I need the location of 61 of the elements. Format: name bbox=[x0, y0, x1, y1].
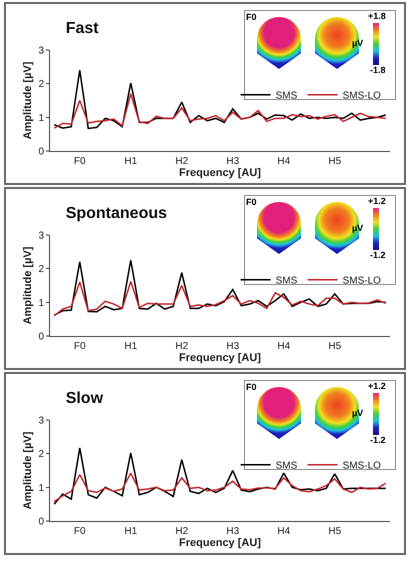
x-tick-label: H3 bbox=[226, 526, 240, 537]
annotation: -1.2 bbox=[370, 435, 386, 445]
y-tick-label: 1 bbox=[38, 298, 44, 309]
y-tick-label: 3 bbox=[38, 230, 44, 242]
y-tick-label: 1 bbox=[38, 112, 44, 124]
x-tick-label: H1 bbox=[124, 526, 138, 537]
x-tick-label: H4 bbox=[277, 526, 291, 537]
x-axis-title: Frequency [AU] bbox=[179, 537, 262, 550]
text: +1.2 bbox=[368, 381, 386, 391]
y-axis-title: Amplitude [µV] bbox=[22, 431, 34, 510]
text: F0 bbox=[246, 12, 257, 22]
y-axis-title: Amplitude [µV] bbox=[22, 61, 34, 140]
legend-label: SMS bbox=[276, 90, 298, 102]
legend-label: SMS bbox=[276, 276, 298, 287]
x-tick-label: H4 bbox=[277, 341, 291, 352]
text: µV bbox=[352, 38, 364, 48]
x-tick-label: H5 bbox=[328, 156, 342, 167]
text: µV bbox=[352, 223, 364, 233]
text: +1.2 bbox=[368, 196, 386, 206]
x-tick-label: H1 bbox=[124, 156, 138, 167]
annotation: -1.2 bbox=[370, 250, 386, 260]
y-tick-label: 3 bbox=[38, 416, 44, 426]
y-tick-label: 2 bbox=[38, 264, 44, 276]
x-axis-title: Frequency [AU] bbox=[179, 352, 262, 364]
y-tick-label: 2 bbox=[38, 79, 44, 90]
x-tick-label: H1 bbox=[124, 341, 138, 352]
x-tick-label: F0 bbox=[74, 526, 86, 537]
text: +1.8 bbox=[368, 11, 386, 21]
x-tick-label: F0 bbox=[74, 341, 86, 352]
chart-title: Fast bbox=[66, 20, 100, 38]
chart-title: Slow bbox=[66, 390, 104, 408]
x-tick-label: H2 bbox=[175, 341, 189, 352]
legend-label: SMS-LO bbox=[342, 90, 382, 102]
x-tick-label: H2 bbox=[175, 526, 189, 537]
y-tick-label: 3 bbox=[38, 46, 44, 56]
text: F0 bbox=[246, 197, 257, 207]
x-tick-label: H4 bbox=[277, 156, 291, 167]
line-series bbox=[54, 260, 386, 316]
legend-label: SMS-LO bbox=[342, 460, 382, 472]
line-series bbox=[54, 472, 386, 502]
y-tick-label: 2 bbox=[38, 449, 44, 460]
y-tick-label: 0 bbox=[38, 516, 44, 528]
legend-label: SMS bbox=[276, 460, 298, 472]
text: F0 bbox=[246, 382, 257, 392]
y-tick-label: 1 bbox=[38, 482, 44, 494]
x-tick-label: H3 bbox=[226, 156, 240, 167]
x-tick-label: H3 bbox=[226, 341, 240, 352]
chart-title: Spontaneous bbox=[66, 205, 168, 222]
line-series bbox=[54, 447, 386, 505]
annotation: -1.8 bbox=[370, 65, 386, 75]
x-tick-label: H5 bbox=[328, 341, 342, 352]
y-axis-title: Amplitude [µV] bbox=[22, 246, 34, 324]
x-tick-label: H5 bbox=[328, 526, 342, 537]
text: µV bbox=[352, 408, 364, 418]
x-tick-label: F0 bbox=[74, 156, 86, 167]
line-series bbox=[54, 93, 386, 129]
x-tick-label: H2 bbox=[175, 156, 189, 167]
legend-label: SMS-LO bbox=[342, 276, 382, 287]
y-tick-label: 0 bbox=[38, 146, 44, 158]
x-axis-title: Frequency [AU] bbox=[179, 167, 262, 180]
y-tick-label: 0 bbox=[38, 332, 44, 342]
